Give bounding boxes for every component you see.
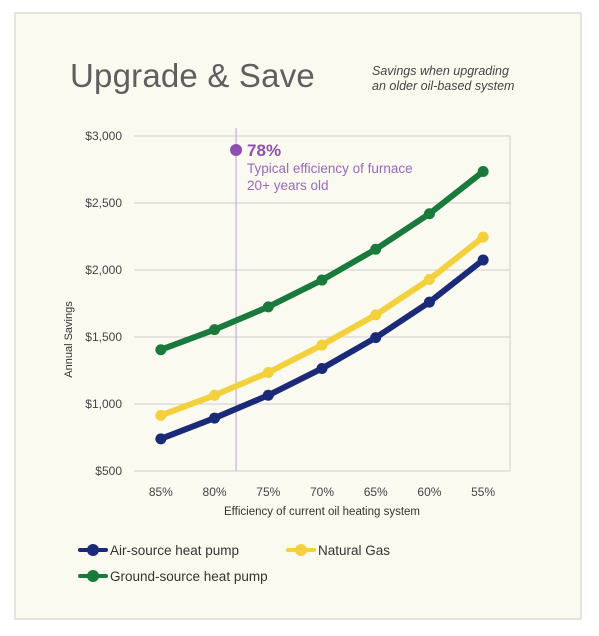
data-point bbox=[316, 362, 328, 374]
x-tick-label: 65% bbox=[364, 485, 388, 499]
x-tick-label: 85% bbox=[149, 485, 173, 499]
x-tick-label: 55% bbox=[471, 485, 495, 499]
data-point bbox=[209, 324, 221, 336]
data-point bbox=[370, 332, 382, 344]
x-tick-label: 70% bbox=[310, 485, 334, 499]
data-point bbox=[423, 273, 435, 285]
y-tick-label: $1,500 bbox=[85, 330, 122, 344]
data-point bbox=[316, 339, 328, 351]
data-point bbox=[316, 274, 328, 286]
data-point bbox=[477, 231, 489, 243]
data-point bbox=[262, 367, 274, 379]
chart-subtitle: Savings when upgrading an older oil-base… bbox=[372, 64, 542, 94]
y-tick-label: $500 bbox=[95, 464, 122, 478]
data-point bbox=[423, 208, 435, 220]
y-tick-label: $2,500 bbox=[85, 196, 122, 210]
y-tick-label: $2,000 bbox=[85, 263, 122, 277]
chart-title: Upgrade & Save bbox=[70, 57, 315, 94]
y-axis-label: Annual Savings bbox=[63, 301, 75, 378]
annotation-marker bbox=[230, 144, 243, 156]
data-point bbox=[155, 344, 167, 356]
data-point bbox=[370, 243, 382, 255]
data-point bbox=[155, 409, 167, 421]
data-point bbox=[155, 433, 167, 445]
data-point bbox=[262, 389, 274, 401]
y-tick-label: $1,000 bbox=[85, 397, 122, 411]
legend-label-ground-source: Ground-source heat pump bbox=[110, 568, 268, 584]
annotation-text-line-1: Typical efficiency of furnace bbox=[247, 161, 413, 176]
y-tick-label: $3,000 bbox=[85, 129, 122, 143]
series-0 bbox=[155, 254, 489, 445]
subtitle-line-1: Savings when upgrading bbox=[372, 64, 509, 78]
data-point bbox=[209, 412, 221, 424]
annotation-value: 78% bbox=[247, 141, 281, 160]
data-point bbox=[477, 254, 489, 266]
series-1 bbox=[155, 231, 489, 421]
annotation-text-line-2: 20+ years old bbox=[247, 178, 328, 193]
series-line bbox=[157, 234, 487, 419]
legend-label-natural-gas: Natural Gas bbox=[318, 542, 391, 558]
legend-item-natural-gas: Natural Gas bbox=[286, 541, 390, 559]
legend-item-air-source: Air-source heat pump bbox=[78, 541, 239, 559]
legend-swatch-natural-gas bbox=[286, 543, 316, 557]
series-line bbox=[157, 168, 487, 353]
chart-card bbox=[14, 12, 582, 620]
x-tick-label: 80% bbox=[203, 485, 227, 499]
legend-label-air-source: Air-source heat pump bbox=[110, 542, 240, 558]
legend-swatch-air-source bbox=[78, 543, 108, 557]
data-point bbox=[209, 389, 221, 401]
x-tick-label: 75% bbox=[256, 485, 280, 499]
series-2 bbox=[155, 166, 489, 356]
data-point bbox=[423, 296, 435, 308]
legend-swatch-ground-source bbox=[78, 569, 108, 583]
data-point bbox=[262, 301, 274, 313]
data-point bbox=[477, 166, 489, 178]
subtitle-line-2: an older oil-based system bbox=[372, 79, 515, 93]
x-tick-label: 60% bbox=[417, 485, 441, 499]
legend-item-ground-source: Ground-source heat pump bbox=[78, 567, 268, 585]
data-point bbox=[370, 309, 382, 321]
x-axis-label: Efficiency of current oil heating system bbox=[224, 506, 420, 518]
